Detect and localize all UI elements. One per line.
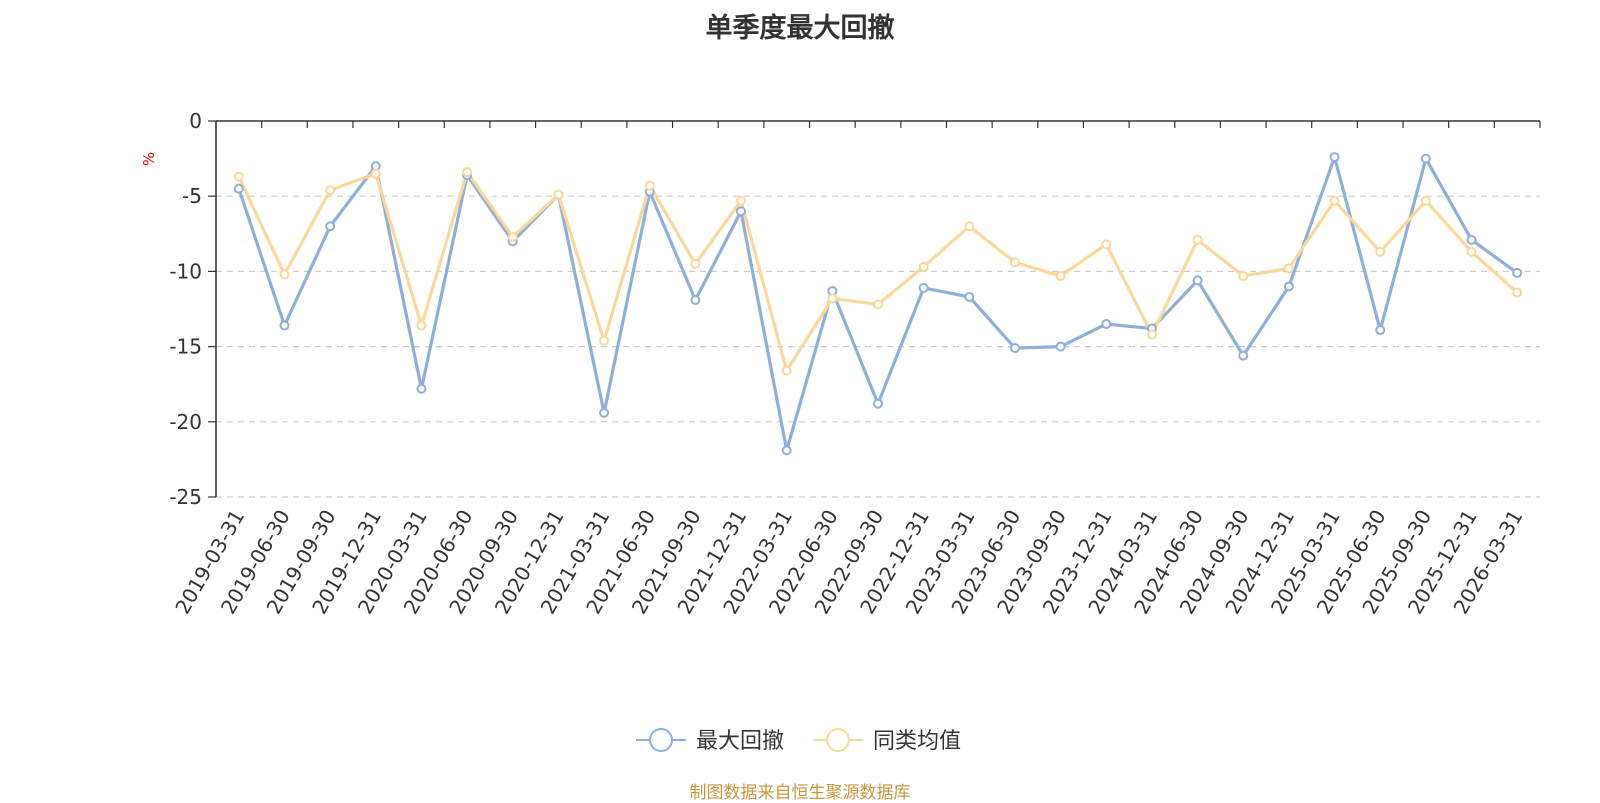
series-2-point [644, 180, 655, 191]
series-1-point [781, 445, 792, 456]
series-2-point [1420, 195, 1431, 206]
legend-label: 最大回撤 [696, 729, 784, 754]
y-tick-label: -5 [182, 184, 202, 208]
series-2-point [1009, 257, 1020, 268]
legend-swatch-marker [826, 728, 850, 752]
series-2-point [690, 258, 701, 269]
series-2-point [1375, 246, 1386, 257]
series-2-point [279, 269, 290, 280]
series-1-point [873, 398, 883, 409]
series-1-point [416, 383, 427, 394]
y-tick-label: -15 [169, 335, 202, 359]
series-2-point [233, 171, 244, 182]
series-1-point [233, 183, 244, 194]
series-2-point [325, 185, 336, 196]
series-1-point [1009, 343, 1020, 354]
series-1-point [1055, 341, 1066, 352]
data-source-note: 制图数据来自恒生聚源数据库 [689, 783, 911, 803]
series-1-point [325, 221, 336, 232]
series-2-point [416, 320, 427, 331]
series-1-point [736, 206, 747, 217]
series-2-point [1146, 329, 1157, 340]
y-tick-label: -10 [169, 259, 202, 283]
legend-label: 同类均值 [873, 729, 961, 754]
y-tick-label: -20 [169, 410, 202, 434]
series-1-point [1329, 152, 1340, 163]
series-2-point [1283, 263, 1294, 274]
series-1-point [1192, 275, 1203, 286]
series-1-point [599, 407, 610, 418]
series-2-point [1466, 246, 1477, 257]
series-2-point [553, 189, 564, 200]
series-2-point [1101, 239, 1112, 250]
series-1-point [1512, 267, 1523, 278]
series-1-point [1375, 325, 1386, 336]
legend-swatch-marker [649, 728, 673, 752]
series-2-point [370, 168, 381, 179]
series-1-point [690, 294, 701, 305]
series-2-point [736, 195, 747, 206]
series-1-point [1101, 319, 1112, 330]
series-1-point [1420, 153, 1431, 164]
series-1-point [964, 291, 975, 302]
series-2-point [1192, 234, 1203, 245]
line-chart: 0-5-10-15-20-252019-03-312019-06-302019-… [169, 109, 1541, 754]
series-2-point [1238, 270, 1249, 281]
series-2-point [781, 365, 792, 376]
series-1-point [1466, 234, 1477, 245]
series-2-point [1329, 195, 1340, 206]
series-1-point [918, 282, 929, 293]
y-tick-label: -25 [169, 485, 202, 509]
series-2-point [918, 261, 929, 272]
y-tick-label: 0 [189, 109, 202, 133]
series-1-point [1283, 281, 1294, 292]
series-2-point [507, 231, 518, 242]
series-2-point [599, 335, 610, 346]
series-1-point [1238, 350, 1249, 361]
series-1-point [279, 320, 290, 331]
chart-title: 单季度最大回撤 [705, 13, 895, 44]
series-2-point [1055, 270, 1066, 281]
series-2-point [964, 221, 975, 232]
series-2-point [873, 299, 883, 310]
series-2-point [1512, 287, 1523, 298]
series-2-point [827, 293, 838, 304]
series-2-point [462, 167, 473, 178]
